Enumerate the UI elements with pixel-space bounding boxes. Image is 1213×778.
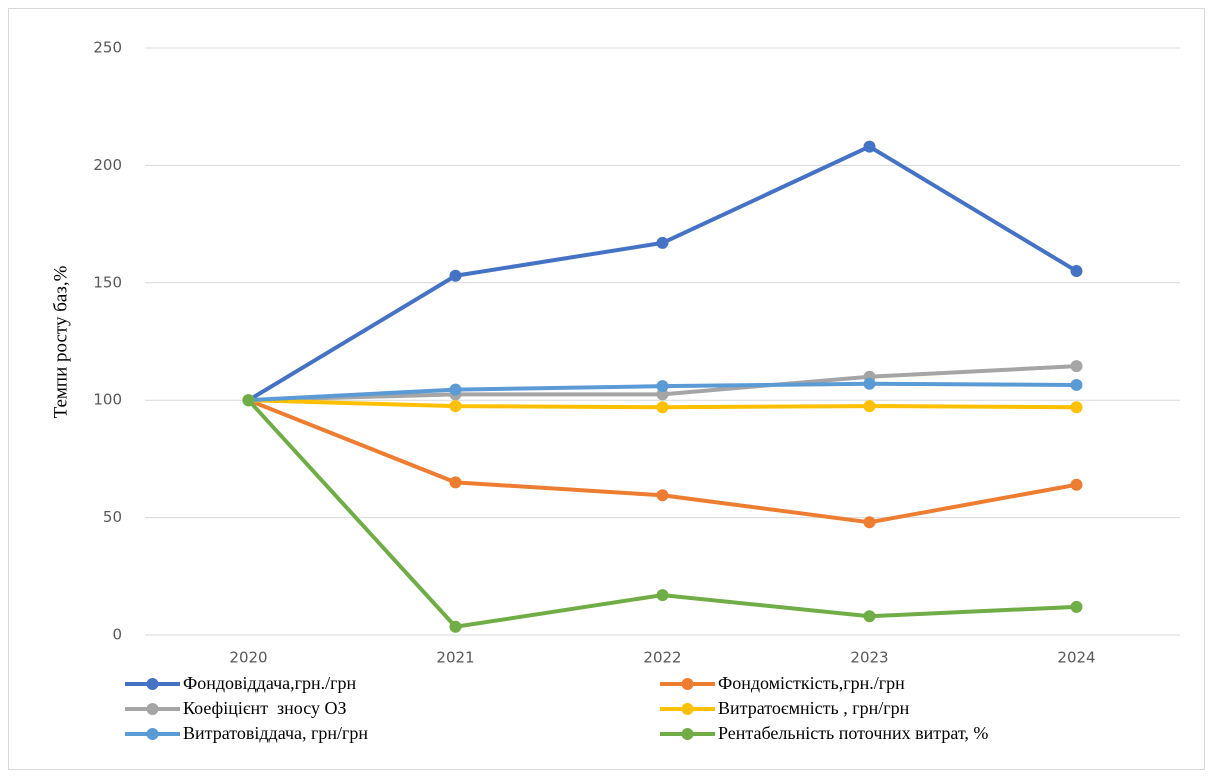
data-point [1070,265,1083,278]
x-tick-label: 2022 [643,649,681,667]
legend-label: Фондовіддача,грн./грн [183,673,357,693]
data-point [1070,600,1083,613]
data-point [449,269,462,282]
data-point [1070,378,1083,391]
x-tick-label: 2020 [229,649,267,667]
data-point [449,400,462,413]
x-tick-label: 2023 [850,649,888,667]
y-tick-label: 250 [93,39,122,57]
legend-label: Коефіцієнт зносу ОЗ [183,698,347,718]
data-point [242,394,255,407]
data-point [449,620,462,633]
legend-label: Фондомісткість,грн./грн [718,673,905,693]
data-point [449,383,462,396]
data-point [656,589,669,602]
data-point [863,400,876,413]
legend-label: Витратоємність , грн/грн [718,698,910,718]
data-point [656,236,669,249]
y-tick-label: 200 [93,156,122,174]
data-point [656,401,669,414]
legend-label: Рентабельність поточних витрат, % [718,723,988,743]
legend-marker [681,678,694,690]
x-tick-label: 2024 [1057,649,1095,667]
data-point [656,388,669,401]
y-tick-label: 0 [112,626,122,644]
data-point [863,377,876,390]
data-point [863,516,876,529]
y-tick-label: 150 [93,273,122,291]
legend-marker [681,703,694,715]
y-tick-label: 50 [103,508,122,526]
legend-label: Витратовіддача, грн/грн [183,723,368,743]
data-point [1070,360,1083,373]
y-tick-label: 100 [93,391,122,409]
data-point [656,380,669,393]
legend-marker [146,678,159,690]
data-point [1070,401,1083,414]
data-point [863,140,876,153]
x-tick-label: 2021 [436,649,474,667]
data-point [863,610,876,623]
data-point [449,476,462,489]
y-axis-label: Темпи росту баз,% [50,265,71,418]
legend-marker [681,728,694,740]
data-point [1070,478,1083,491]
legend-marker [146,703,159,715]
legend-marker [146,728,159,740]
data-point [656,489,669,502]
